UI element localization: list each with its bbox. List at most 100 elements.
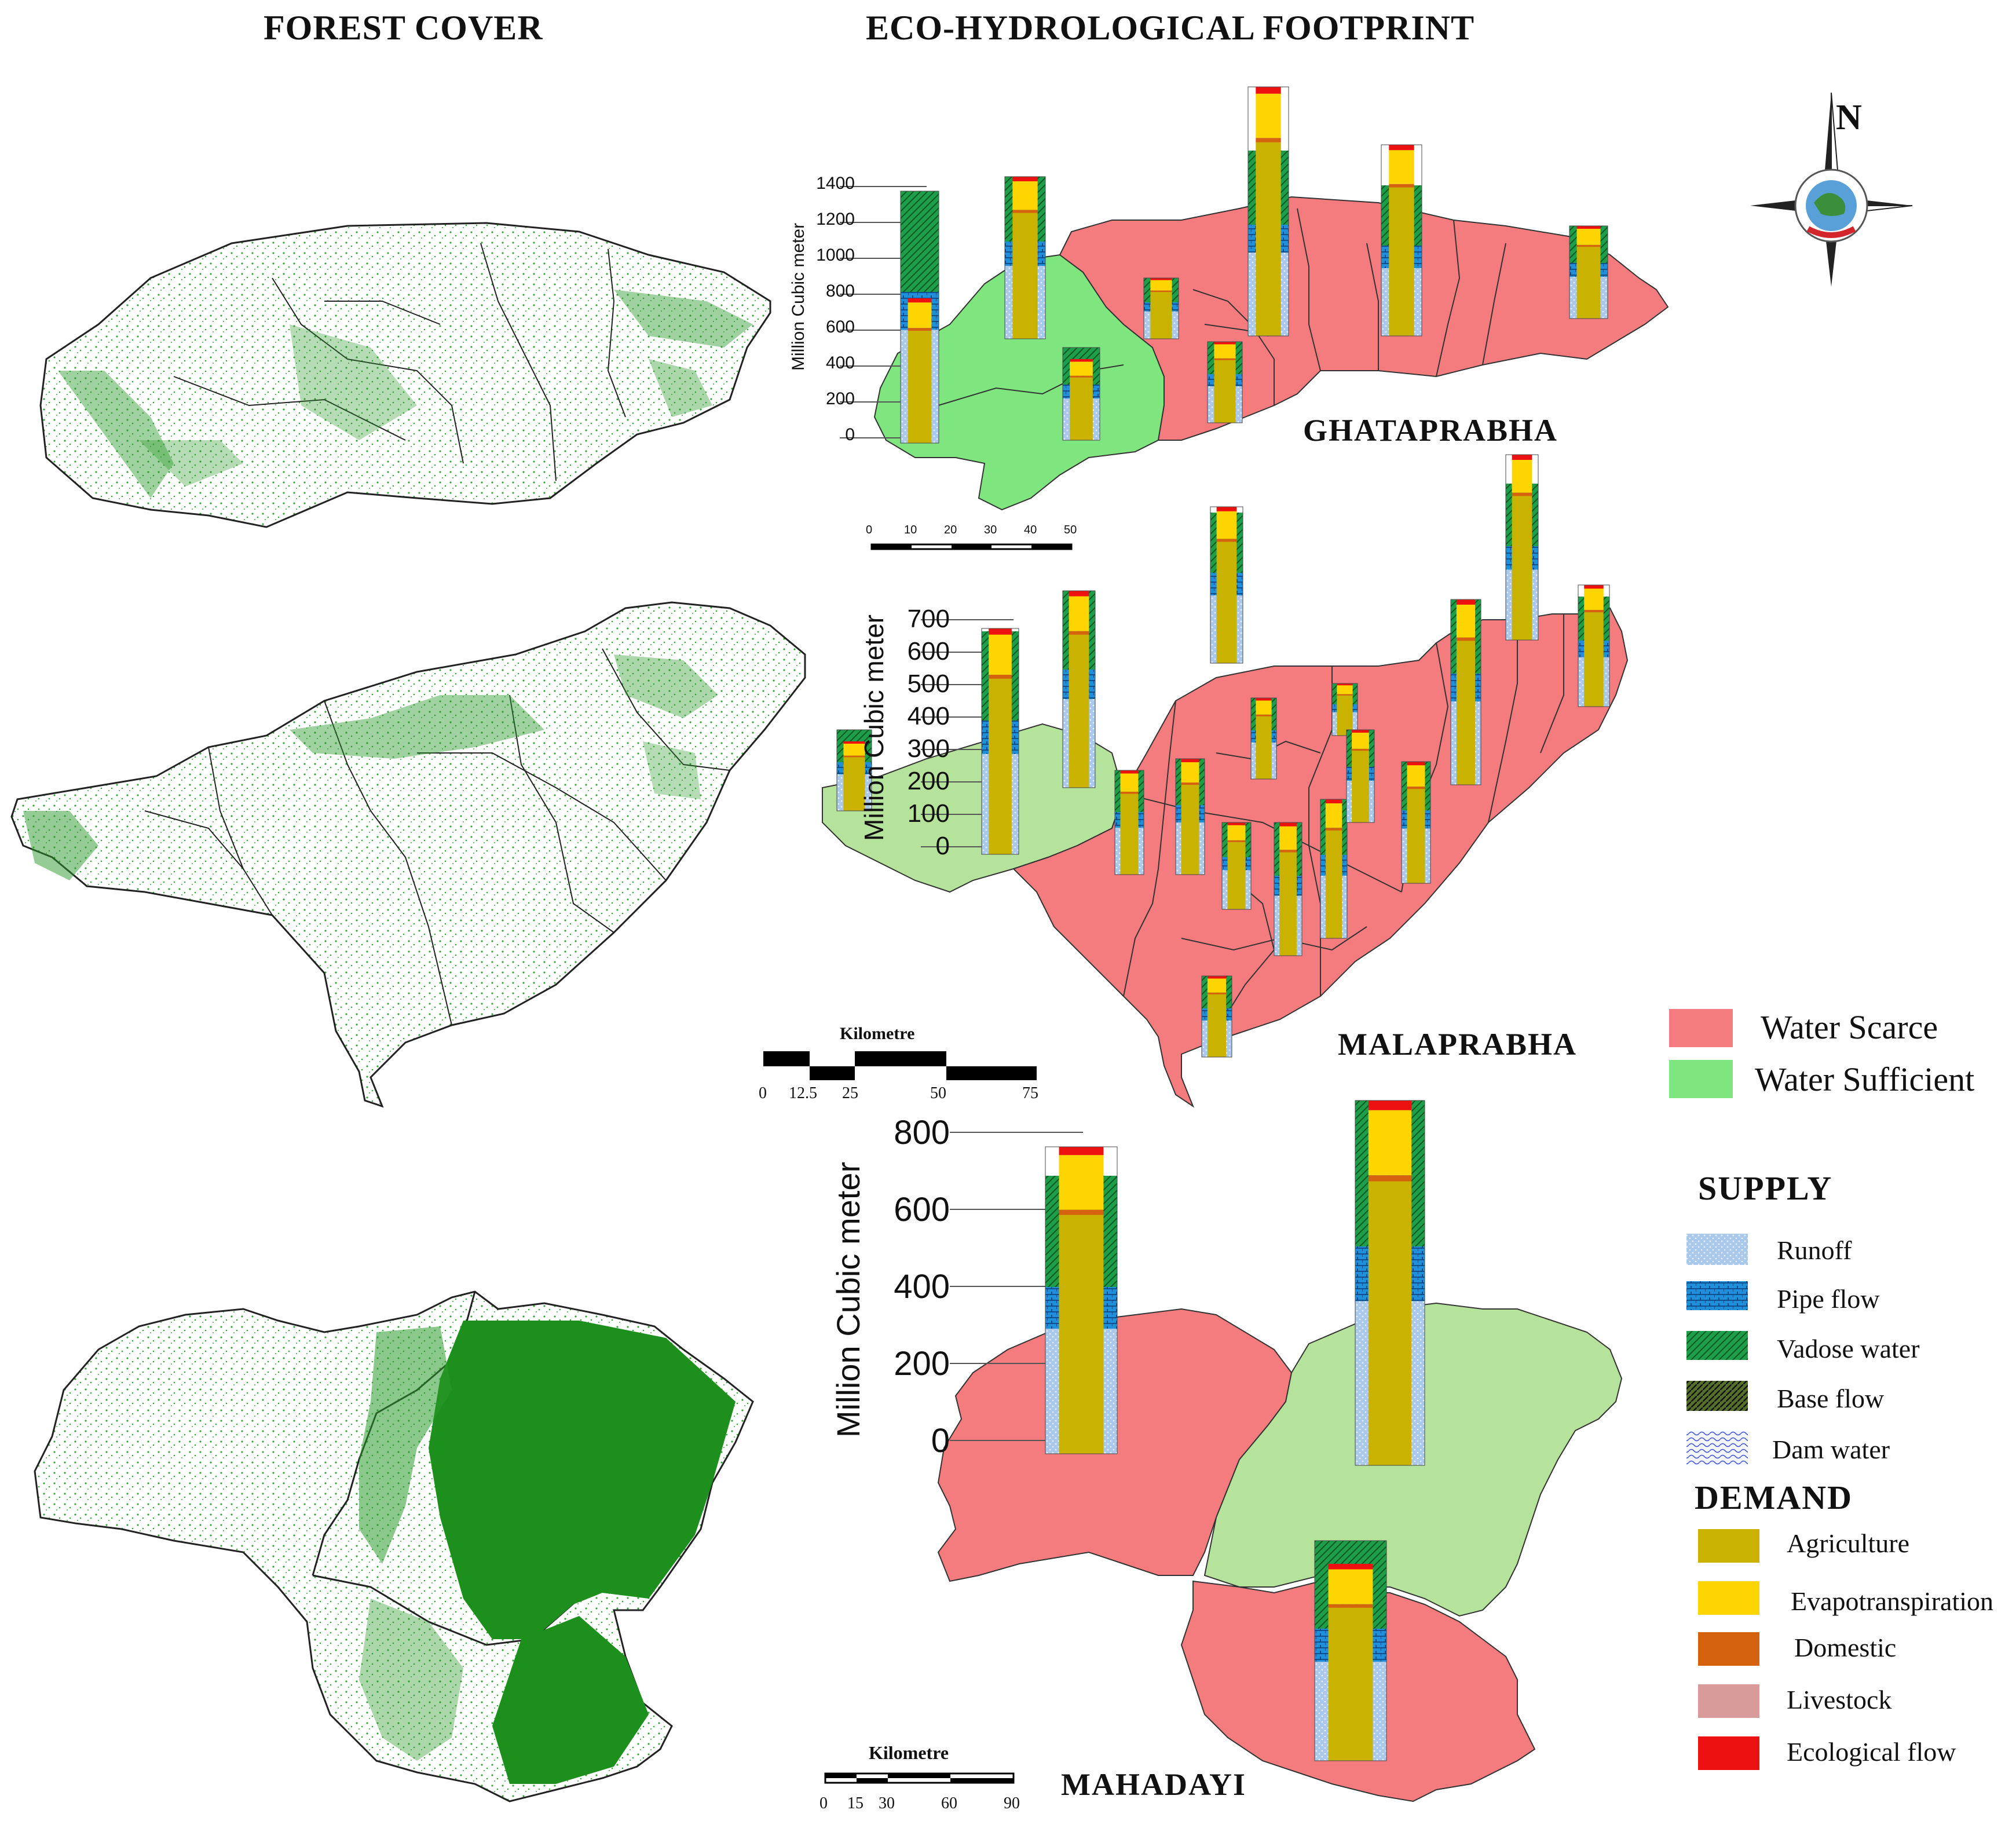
tick-label: 1200 [816,210,855,229]
water-scarce-label: Water Scarce [1761,1008,1938,1046]
forest-cover-title: FOREST COVER [264,9,543,47]
bar-segment [1352,730,1369,733]
bar-segment [908,328,932,331]
bar-segment [1181,782,1199,785]
scale-label: 60 [941,1794,957,1812]
bar-segment [908,330,932,443]
tick-label: 600 [825,317,855,337]
tick-label: 800 [825,281,855,301]
tick-label: 100 [907,799,950,828]
tick-label: 800 [894,1114,950,1151]
bar-segment [1070,376,1093,440]
domestic-label: Domestic [1794,1633,1897,1662]
bar-outline [1247,86,1289,337]
compass-icon [1750,92,1913,287]
bar-segment [1256,700,1272,715]
scale-label: 30 [879,1794,895,1812]
bar-segment [1150,278,1172,280]
malaprabha-scale-title: Kilometre [840,1024,915,1043]
bar-segment [989,628,1012,635]
bar-segment [1012,181,1038,210]
bar-segment [1368,1180,1412,1465]
agriculture-label: Agriculture [1787,1529,1910,1558]
bar-segment [1059,1214,1104,1454]
bar-segment [1150,290,1172,292]
bar-segment [1328,1568,1373,1604]
evapotranspiration-label: Evapotranspiration [1791,1586,1994,1616]
bar-outline [1401,761,1431,884]
bar-segment [1069,591,1089,597]
bar-segment [1576,226,1601,229]
bar-segment [843,743,865,756]
bar-outline [900,191,939,444]
bar-segment [1512,495,1532,640]
bar-segment [1070,359,1093,362]
bar-segment [1181,759,1199,762]
scale-label: 30 [984,524,997,536]
tick-label: 500 [907,670,950,698]
bar-outline [1274,822,1302,956]
bar-segment [1256,87,1281,94]
scale-label: 20 [944,524,957,536]
bar-segment [1337,685,1353,694]
mahadayi-scale-title: Kilometre [869,1742,949,1763]
scale-label: 0 [866,524,873,536]
bar-segment [1012,210,1038,213]
runoff-swatch [1686,1234,1748,1265]
scale-label: 12.5 [789,1084,817,1102]
bar-outline [836,729,872,811]
bar-segment [1256,714,1272,716]
scale-label: 15 [847,1794,864,1812]
bar-segment [1584,612,1604,707]
scale-bar-ghataprabha [870,543,1073,550]
bar-segment [1059,1147,1104,1155]
bar-segment [1352,732,1369,749]
evapotranspiration-swatch [1698,1581,1759,1615]
bar-segment [1207,992,1227,994]
base-flow-swatch [1686,1381,1748,1411]
bar-segment [989,678,1012,854]
bar-segment [1352,750,1369,822]
bar-segment [1456,604,1476,638]
bar-segment [1216,539,1237,542]
bar-segment [1389,149,1414,184]
forest-map-ghataprabha [39,222,771,528]
bar-segment [1059,1209,1104,1215]
bar-segment [1227,842,1246,909]
bar-segment [1227,840,1246,842]
vadose-water-swatch [1686,1331,1748,1360]
bar-segment [1216,510,1237,539]
bar-outline [981,628,1019,855]
scale-bar-mahadayi [824,1772,1015,1784]
bar-segment [1256,138,1281,142]
bar-segment [843,741,865,744]
vadose-water-label: Vadose water [1777,1334,1920,1363]
tick-label: 600 [894,1191,950,1228]
demand-legend-title: DEMAND [1695,1479,1853,1516]
scale-label: 40 [1024,524,1037,536]
scale-label: 0 [819,1794,828,1812]
bar-segment [908,298,932,303]
bar-segment [1279,851,1297,956]
dam-water-label: Dam water [1772,1435,1890,1464]
bar-segment [1150,291,1172,339]
bar-segment [1279,822,1297,827]
bar-outline [1201,975,1232,1058]
bar-segment [1070,375,1093,378]
scale-label: 10 [904,524,917,536]
water-scarce-swatch [1669,1009,1733,1047]
bar-segment [1216,541,1237,663]
supply-legend-title: SUPPLY [1698,1169,1833,1207]
ghataprabha-label: GHATAPRABHA [1303,413,1558,448]
bar-segment [1352,748,1369,751]
bar-segment [1012,212,1038,339]
dam-water-swatch [1686,1431,1748,1465]
bar-outline [1114,770,1144,875]
bar-segment [1120,770,1139,774]
bar-outline [1505,454,1539,641]
bar-segment [1214,358,1236,360]
bar-outline [1210,506,1243,664]
scale-label: 75 [1022,1084,1038,1102]
water-sufficient-swatch [1669,1060,1733,1098]
scale-label: 50 [1064,524,1077,536]
